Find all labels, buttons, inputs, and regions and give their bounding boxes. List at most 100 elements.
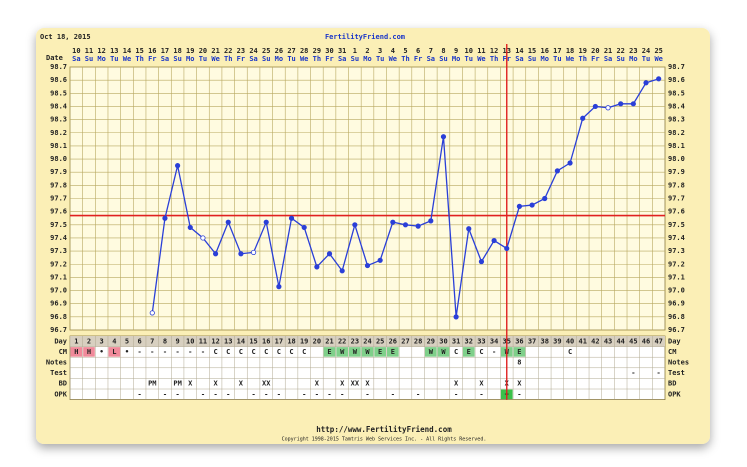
cell-text: E — [391, 348, 395, 356]
row-label: BD — [59, 380, 67, 388]
header-date: Oct 18, 2015 — [40, 33, 91, 41]
cell-text: - — [163, 390, 167, 398]
day-number: 5 — [125, 337, 129, 345]
row-label: Notes — [46, 359, 67, 367]
date-label: 11 — [85, 47, 93, 55]
weekday-label: Th — [135, 55, 143, 63]
y-tick-label: 97.3 — [50, 247, 67, 255]
date-label: 15 — [135, 47, 143, 55]
date-label: Date — [46, 54, 63, 62]
day-number: 7 — [150, 337, 154, 345]
cell-text: C — [568, 348, 572, 356]
date-label: 21 — [211, 47, 219, 55]
cell-highlight — [437, 347, 450, 357]
row-label-right: CM — [668, 348, 676, 356]
temperature-point — [276, 284, 282, 290]
day-number: 22 — [338, 337, 346, 345]
cell-text: - — [175, 348, 179, 356]
y-tick-label: 98.6 — [50, 76, 67, 84]
cell-text: L — [112, 348, 116, 356]
temperature-point — [314, 264, 320, 270]
cell-text: X — [239, 380, 244, 388]
date-label: 10 — [465, 47, 473, 55]
weekday-label: Su — [85, 55, 93, 63]
cell-text: - — [251, 390, 255, 398]
cell-text: - — [188, 348, 192, 356]
cell-text: - — [138, 390, 142, 398]
day-number: 4 — [112, 337, 116, 345]
day-number: 6 — [138, 337, 142, 345]
day-label-right: Day — [668, 337, 681, 345]
cell-highlight — [108, 347, 121, 357]
cell-text: - — [175, 390, 179, 398]
y-tick-label-right: 97.1 — [668, 273, 685, 281]
day-number: 18 — [287, 337, 295, 345]
footer-url[interactable]: http://www.FertilityFriend.com — [316, 425, 452, 434]
weekday-label: Th — [313, 55, 321, 63]
weekday-label: Tu — [642, 55, 650, 63]
day-number: 38 — [541, 337, 549, 345]
cell-text: E — [467, 348, 471, 356]
date-label: 28 — [300, 47, 308, 55]
cell-text: C — [264, 348, 268, 356]
y-tick-label: 98.5 — [50, 89, 67, 97]
cell-text: X — [517, 380, 522, 388]
cell-text: - — [302, 390, 306, 398]
date-label: 17 — [553, 47, 561, 55]
temperature-point — [630, 101, 636, 107]
weekday-label: We — [654, 55, 662, 63]
day-number: 31 — [452, 337, 460, 345]
y-tick-label-right: 96.7 — [668, 326, 685, 334]
cell-text: - — [213, 390, 217, 398]
weekday-label: Su — [173, 55, 181, 63]
temperature-point — [440, 134, 447, 140]
date-label: 12 — [97, 47, 105, 55]
y-tick-label: 98.3 — [50, 116, 67, 124]
row-label: OPK — [54, 390, 67, 398]
temperature-point — [542, 195, 548, 202]
date-label: 26 — [275, 47, 283, 55]
cell-text: C — [289, 348, 293, 356]
cell-text: - — [315, 390, 319, 398]
temperature-point — [453, 314, 459, 320]
cell-text: • — [125, 348, 129, 356]
weekday-label: We — [477, 55, 485, 63]
y-tick-label: 97.2 — [50, 260, 67, 268]
temperature-point — [592, 103, 598, 110]
date-label: 14 — [123, 47, 131, 55]
date-label: 24 — [249, 47, 257, 55]
cell-text: - — [454, 390, 458, 398]
date-label: 18 — [566, 47, 574, 55]
weekday-label: Mo — [363, 55, 371, 63]
day-number: 20 — [313, 337, 321, 345]
date-label: 27 — [287, 47, 295, 55]
date-label: 8 — [441, 47, 445, 55]
cell-text: W — [340, 348, 345, 356]
temperature-point — [187, 224, 193, 231]
date-label: 19 — [186, 47, 194, 55]
day-number: 8 — [163, 337, 167, 345]
temperature-point — [466, 226, 472, 232]
weekday-label: Su — [351, 55, 359, 63]
day-number: 2 — [87, 337, 91, 345]
date-label: 18 — [173, 47, 181, 55]
y-tick-label: 97.9 — [50, 168, 67, 176]
site-name[interactable]: FertilityFriend.com — [325, 33, 405, 41]
temperature-point — [618, 101, 624, 107]
y-tick-label-right: 96.8 — [668, 313, 685, 321]
day-number: 23 — [351, 337, 359, 345]
temperature-point — [212, 251, 219, 257]
weekday-label: Fr — [414, 55, 422, 63]
y-tick-label: 97.8 — [50, 181, 67, 189]
weekday-label: Sa — [427, 55, 435, 63]
date-label: 15 — [528, 47, 536, 55]
temperature-point — [339, 268, 345, 274]
y-tick-label-right: 97.3 — [668, 247, 685, 255]
row-label-right: Test — [668, 369, 685, 377]
date-label: 24 — [642, 47, 650, 55]
day-number: 37 — [528, 337, 536, 345]
temperature-point — [504, 245, 510, 252]
y-tick-label-right: 98.3 — [668, 116, 685, 124]
y-tick-label-right: 98.4 — [668, 102, 685, 110]
